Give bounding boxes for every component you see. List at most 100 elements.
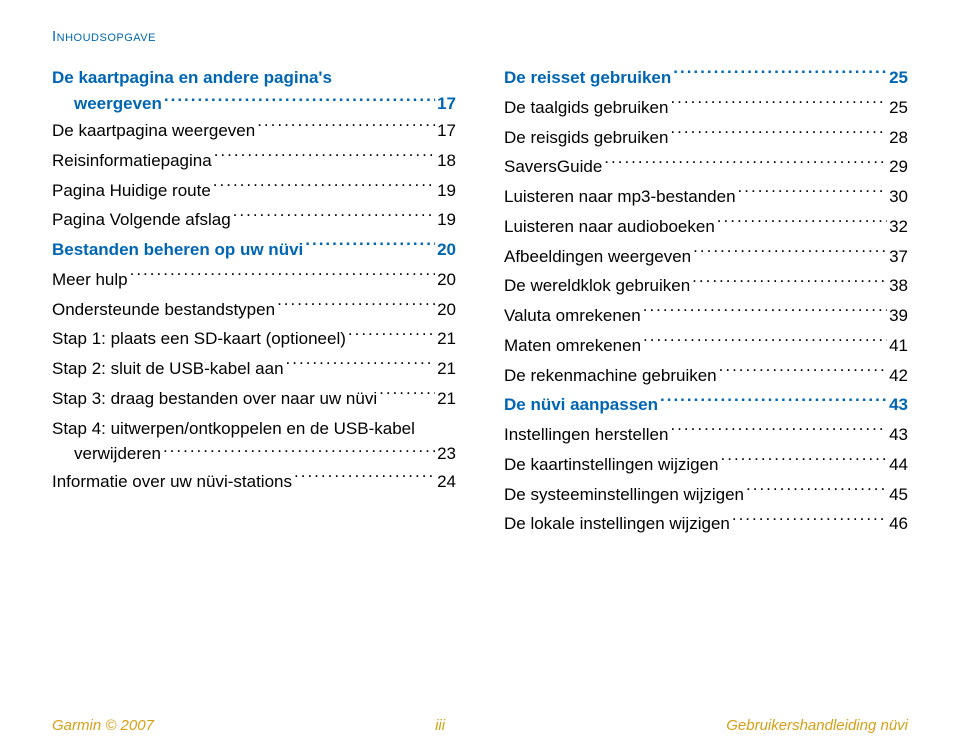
footer-right: Gebruikershandleiding nüvi (726, 717, 908, 734)
dot-leader (692, 274, 887, 291)
entry-page: 19 (437, 176, 456, 206)
entry-page: 18 (437, 146, 456, 176)
toc-entry: Informatie over uw nüvi-stations 24 (52, 467, 456, 497)
entry-page: 46 (889, 509, 908, 539)
entry-label: Instellingen herstellen (504, 420, 668, 450)
entry-page: 20 (437, 295, 456, 325)
entry-label: Afbeeldingen weergeven (504, 242, 691, 272)
dot-leader (673, 66, 887, 83)
dot-leader (719, 364, 887, 381)
entry-page: 43 (889, 420, 908, 450)
dot-leader (163, 442, 435, 459)
toc-heading: De kaartpagina en andere pagina's weerge… (52, 65, 456, 116)
toc-entry: Instellingen herstellen 43 (504, 420, 908, 450)
entry-page: 32 (889, 212, 908, 242)
entry-page: 28 (889, 123, 908, 153)
entry-page: 21 (437, 384, 456, 414)
dot-leader (277, 298, 435, 315)
dot-leader (660, 393, 887, 410)
entry-page: 38 (889, 271, 908, 301)
dot-leader (214, 149, 435, 166)
dot-leader (213, 179, 435, 196)
dot-leader (233, 208, 435, 225)
entry-label: Meer hulp (52, 265, 128, 295)
heading-label: De nüvi aanpassen (504, 390, 658, 420)
toc-entry: Meer hulp 20 (52, 265, 456, 295)
dot-leader (164, 92, 435, 109)
entry-page: 30 (889, 182, 908, 212)
dot-leader (643, 334, 887, 351)
entry-label: Reisinformatiepagina (52, 146, 212, 176)
entry-label: De systeeminstellingen wijzigen (504, 480, 744, 510)
toc-entry: De kaartinstellingen wijzigen 44 (504, 450, 908, 480)
entry-label: Pagina Volgende afslag (52, 205, 231, 235)
toc-entry: Reisinformatiepagina 18 (52, 146, 456, 176)
entry-label: Luisteren naar audioboeken (504, 212, 715, 242)
toc-entry: De rekenmachine gebruiken 42 (504, 361, 908, 391)
dot-leader (732, 512, 887, 529)
toc-entry: De systeeminstellingen wijzigen 45 (504, 480, 908, 510)
heading-page: 43 (889, 390, 908, 420)
toc-entry: Luisteren naar audioboeken 32 (504, 212, 908, 242)
entry-page: 25 (889, 93, 908, 123)
toc-heading: De reisset gebruiken 25 (504, 63, 908, 93)
entry-line1: Stap 4: uitwerpen/ontkoppelen en de USB-… (52, 416, 456, 442)
entry-page: 44 (889, 450, 908, 480)
entry-label: Stap 1: plaats een SD-kaart (optioneel) (52, 324, 346, 354)
dot-leader (130, 268, 435, 285)
entry-label: Informatie over uw nüvi-stations (52, 467, 292, 497)
entry-label: Ondersteunde bestandstypen (52, 295, 275, 325)
page-footer: Garmin © 2007 iii Gebruikershandleiding … (0, 717, 960, 734)
dot-leader (257, 119, 435, 136)
heading-line2: weergeven (74, 91, 162, 117)
toc-heading: Bestanden beheren op uw nüvi 20 (52, 235, 456, 265)
heading-label: Bestanden beheren op uw nüvi (52, 235, 303, 265)
entry-page: 23 (437, 441, 456, 467)
entry-label: Pagina Huidige route (52, 176, 211, 206)
dot-leader (738, 185, 888, 202)
toc-entry: Pagina Volgende afslag 19 (52, 205, 456, 235)
toc-entry: Valuta omrekenen 39 (504, 301, 908, 331)
dot-leader (670, 423, 887, 440)
dot-leader (721, 453, 888, 470)
dot-leader (294, 470, 435, 487)
toc-heading: De nüvi aanpassen 43 (504, 390, 908, 420)
dot-leader (643, 304, 887, 321)
dot-leader (604, 155, 887, 172)
toc-entry: De taalgids gebruiken 25 (504, 93, 908, 123)
section-header: Inhoudsopgave (52, 28, 908, 45)
heading-line1: De kaartpagina en andere pagina's (52, 65, 456, 91)
entry-page: 19 (437, 205, 456, 235)
dot-leader (670, 126, 887, 143)
footer-center: iii (435, 717, 445, 734)
entry-page: 17 (437, 116, 456, 146)
toc-entry: Stap 3: draag bestanden over naar uw nüv… (52, 384, 456, 414)
dot-leader (693, 245, 887, 262)
entry-page: 21 (437, 354, 456, 384)
toc-entry: SaversGuide 29 (504, 152, 908, 182)
entry-label: Stap 2: sluit de USB-kabel aan (52, 354, 284, 384)
dot-leader (717, 215, 887, 232)
footer-left: Garmin © 2007 (52, 717, 154, 734)
toc-entry: Afbeeldingen weergeven 37 (504, 242, 908, 272)
toc-entry-wrapped: Stap 4: uitwerpen/ontkoppelen en de USB-… (52, 416, 456, 467)
left-column: De kaartpagina en andere pagina's weerge… (52, 63, 456, 539)
entry-page: 37 (889, 242, 908, 272)
entry-page: 21 (437, 324, 456, 354)
toc-entry: Maten omrekenen 41 (504, 331, 908, 361)
dot-leader (379, 387, 435, 404)
entry-label: De reisgids gebruiken (504, 123, 668, 153)
entry-label: De kaartinstellingen wijzigen (504, 450, 719, 480)
right-column: De reisset gebruiken 25 De taalgids gebr… (504, 63, 908, 539)
toc-entry: De wereldklok gebruiken 38 (504, 271, 908, 301)
entry-page: 42 (889, 361, 908, 391)
heading-page: 20 (437, 235, 456, 265)
toc-entry: De lokale instellingen wijzigen 46 (504, 509, 908, 539)
toc-entry: Ondersteunde bestandstypen 20 (52, 295, 456, 325)
toc-entry: Luisteren naar mp3-bestanden 30 (504, 182, 908, 212)
entry-label: De wereldklok gebruiken (504, 271, 690, 301)
toc-entry: Stap 2: sluit de USB-kabel aan 21 (52, 354, 456, 384)
dot-leader (348, 327, 435, 344)
dot-leader (286, 357, 436, 374)
dot-leader (305, 238, 435, 255)
